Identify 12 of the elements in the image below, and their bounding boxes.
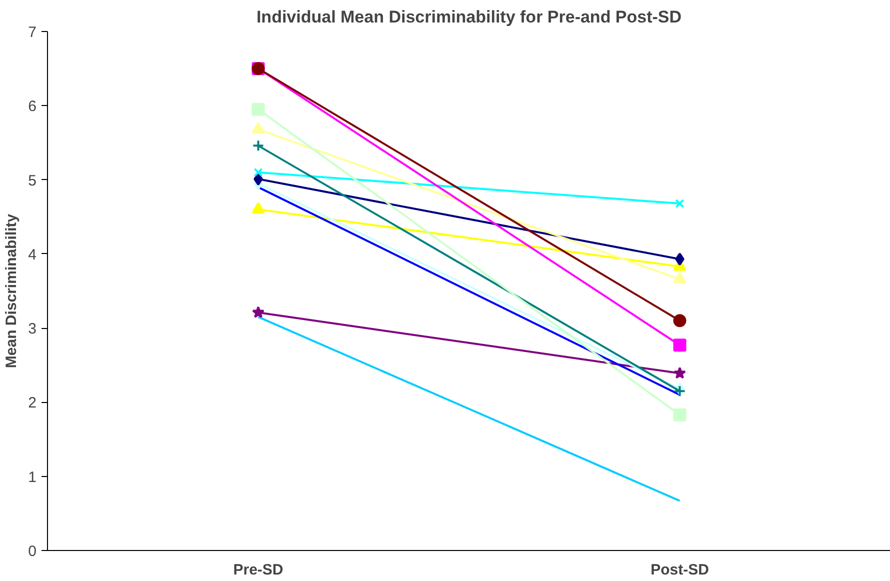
y-tick-label: 0 bbox=[28, 543, 36, 560]
chart-title: Individual Mean Discriminability for Pre-and Post-SD bbox=[256, 8, 682, 26]
y-tick-label: 5 bbox=[28, 172, 36, 190]
y-tick-label: 7 bbox=[28, 24, 36, 41]
y-tick-label: 4 bbox=[28, 246, 36, 264]
y-axis-title: Mean Discriminability bbox=[3, 213, 20, 368]
x-tick-label: Post-SD bbox=[650, 562, 710, 578]
y-tick-label: 6 bbox=[28, 98, 36, 116]
y-tick-label: 3 bbox=[28, 320, 36, 338]
y-tick-label: 2 bbox=[28, 394, 36, 412]
y-tick-label: 1 bbox=[28, 468, 36, 486]
x-tick-label: Pre-SD bbox=[233, 562, 284, 578]
